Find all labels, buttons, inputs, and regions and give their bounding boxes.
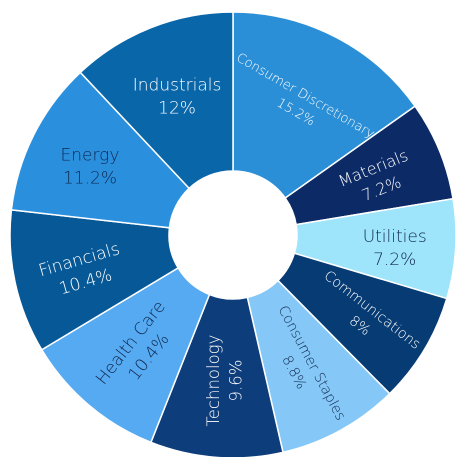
slice-name: Industrials <box>133 76 222 96</box>
slice-health-care <box>40 266 211 444</box>
slice-label-utilities: Utilities 7.2% <box>363 227 427 270</box>
slice-value: 7.2% <box>373 250 416 270</box>
slice-communications <box>276 252 448 395</box>
slice-label-technology: Technology 9.6% <box>204 335 246 427</box>
slice-label-industrials: Industrials 12% <box>133 76 222 119</box>
slice-technology <box>149 293 284 457</box>
slice-energy <box>10 71 191 229</box>
slice-financials <box>9 209 180 351</box>
slice-consumer-discretionary <box>232 11 417 200</box>
slice-label-energy: Energy 11.2% <box>61 145 120 188</box>
slice-name: Energy <box>61 145 120 165</box>
slice-name: Technology <box>204 335 223 427</box>
slice-industrials <box>79 11 234 190</box>
slices-group <box>9 11 456 457</box>
slice-value: 12% <box>158 99 196 119</box>
slice-name: Utilities <box>363 227 427 247</box>
slice-value: 9.6% <box>227 360 246 402</box>
slice-value: 11.2% <box>63 168 117 188</box>
